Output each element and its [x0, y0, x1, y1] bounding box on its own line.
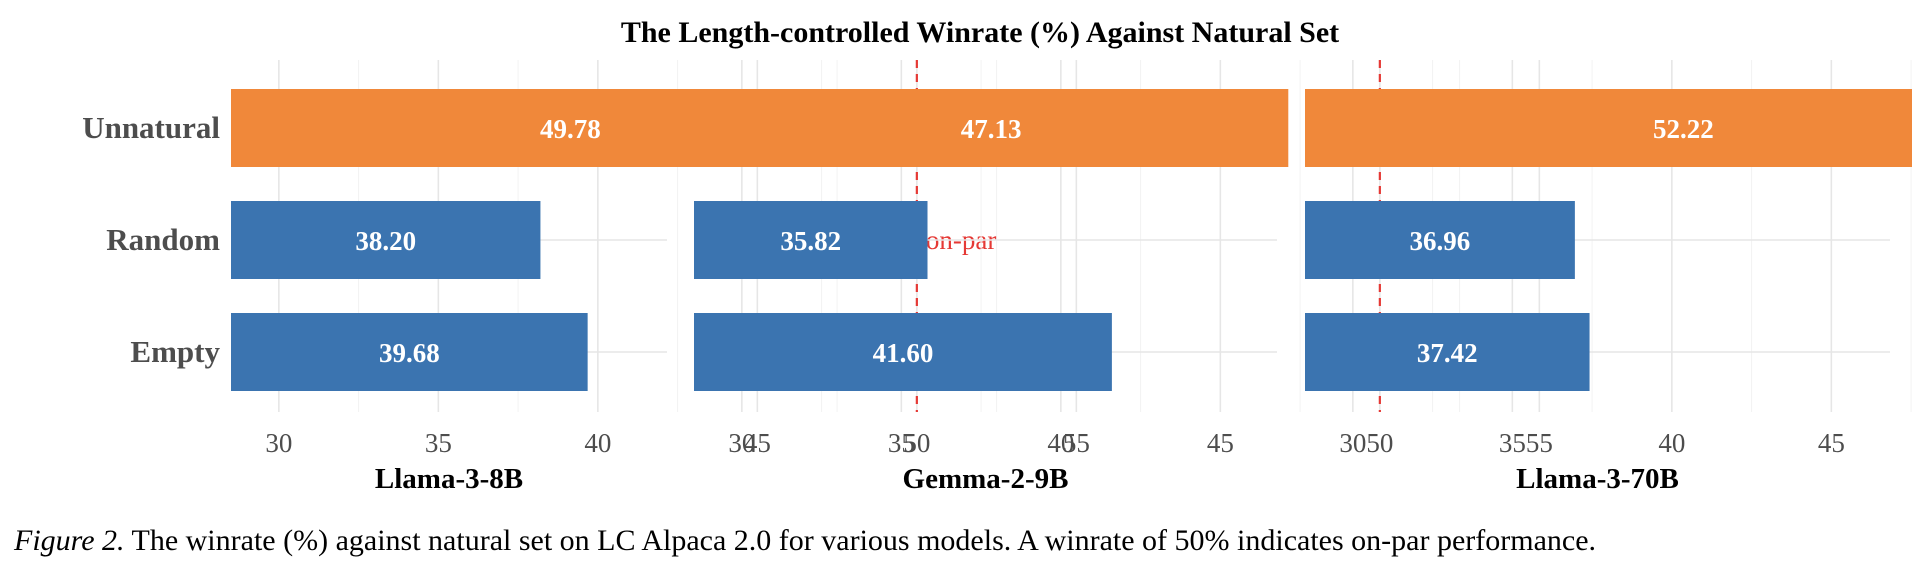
bar-value-label: 39.68 [379, 338, 440, 368]
bar-value-label: 36.96 [1410, 226, 1471, 256]
figure-number: Figure 2. [14, 524, 125, 557]
bar [694, 313, 1112, 391]
bar [1305, 313, 1590, 391]
bar [231, 313, 588, 391]
panel-label: Llama-3-8B [375, 463, 523, 495]
panel-label: Llama-3-70B [1516, 463, 1679, 495]
panel-label: Gemma-2-9B [903, 463, 1069, 495]
chart: The Length-controlled Winrate (%) Agains… [82, 16, 1912, 495]
bar [1305, 201, 1575, 279]
category-label: Empty [130, 334, 220, 369]
x-tick-label: 40 [1047, 428, 1074, 458]
caption-text: The winrate (%) against natural set on L… [124, 524, 1597, 557]
x-tick-label: 35 [888, 428, 915, 458]
bar-value-label: 35.82 [780, 226, 841, 256]
category-axis: Unnatural Random Empty [82, 110, 220, 369]
bar-value-label: 41.60 [873, 338, 934, 368]
bar-value-label: 38.20 [355, 226, 416, 256]
x-tick-label: 55 [1526, 428, 1553, 458]
bar [694, 89, 1289, 167]
figure-caption: Figure 2. The winrate (%) against natura… [14, 524, 1904, 558]
x-tick-label: 40 [1658, 428, 1685, 458]
x-tick-label: 30 [728, 428, 755, 458]
x-tick-label: 40 [584, 428, 611, 458]
x-tick-label: 35 [1499, 428, 1526, 458]
x-tick-label: 35 [425, 428, 452, 458]
panel: 30354045505552.2236.9637.42on-parLlama-3… [1305, 60, 1912, 495]
x-tick-label: 30 [1339, 428, 1366, 458]
bar-value-label: 52.22 [1653, 114, 1714, 144]
panel: 30 35 40 45 50 5549.7838.2039.68on-parLlama-3… [231, 60, 1090, 495]
category-label: Random [106, 222, 220, 257]
x-tick-label: 30 [265, 428, 292, 458]
chart-title: The Length-controlled Winrate (%) Agains… [621, 16, 1339, 49]
x-tick-label: 55 [1063, 428, 1090, 458]
bar [694, 201, 928, 279]
bar [1305, 89, 1912, 167]
bar-value-label: 37.42 [1417, 338, 1478, 368]
x-tick-label: 50 [903, 428, 930, 458]
panel: 30354045505547.1335.8241.60on-parGemma-2… [694, 60, 1553, 495]
x-tick-label: 45 [1207, 428, 1234, 458]
bar-value-label: 49.78 [540, 114, 601, 144]
bar-value-label: 47.13 [961, 114, 1022, 144]
panels: 30 35 40 45 50 5549.7838.2039.68on-parLlama-3… [231, 60, 1912, 495]
x-tick-label: 45 [744, 428, 771, 458]
category-label: Unnatural [82, 110, 220, 145]
bar [231, 201, 541, 279]
x-tick-label: 50 [1366, 428, 1393, 458]
x-tick-label: 45 [1818, 428, 1845, 458]
